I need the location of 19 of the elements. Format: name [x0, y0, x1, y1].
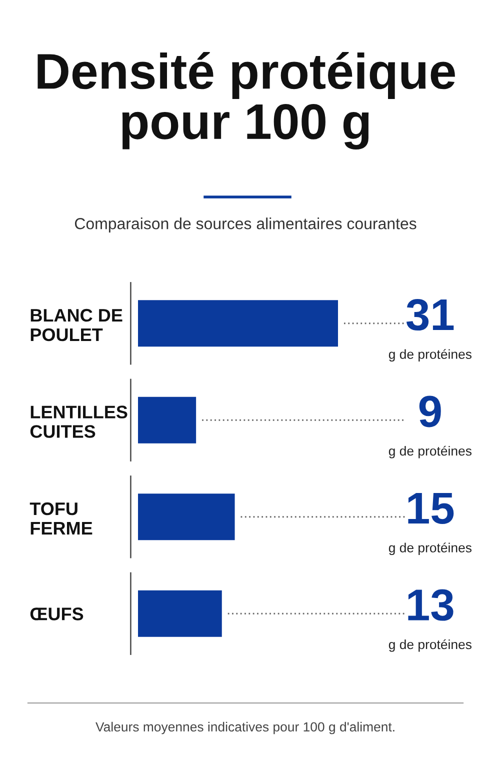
y-tick-label: LENTILLES CUITES — [30, 406, 128, 438]
text: Valeurs moyennes indicatives pour 100 g d'aliment. — [96, 722, 394, 734]
text: g de protéines — [388, 639, 472, 652]
chart-subtitle: Comparaison de sources alimentaires courantes — [74, 218, 416, 232]
bar — [138, 300, 338, 347]
bar — [138, 494, 235, 540]
y-tick-label: TOFU FERME — [30, 502, 92, 534]
text: g de protéines — [388, 349, 472, 362]
chart-title: Densité protéique pour 100 g — [38, 52, 455, 150]
data-label: 13 — [408, 589, 454, 621]
data-label: 31 — [406, 298, 454, 331]
y-tick-label: ŒUFS — [30, 608, 84, 620]
text: g de protéines — [388, 446, 472, 458]
bar — [138, 590, 222, 637]
data-label: 9 — [419, 396, 441, 428]
text: g de protéines — [388, 542, 472, 556]
data-label: 15 — [408, 492, 454, 524]
y-tick-label: BLANC DE POULET — [30, 308, 122, 342]
bar — [138, 396, 196, 444]
